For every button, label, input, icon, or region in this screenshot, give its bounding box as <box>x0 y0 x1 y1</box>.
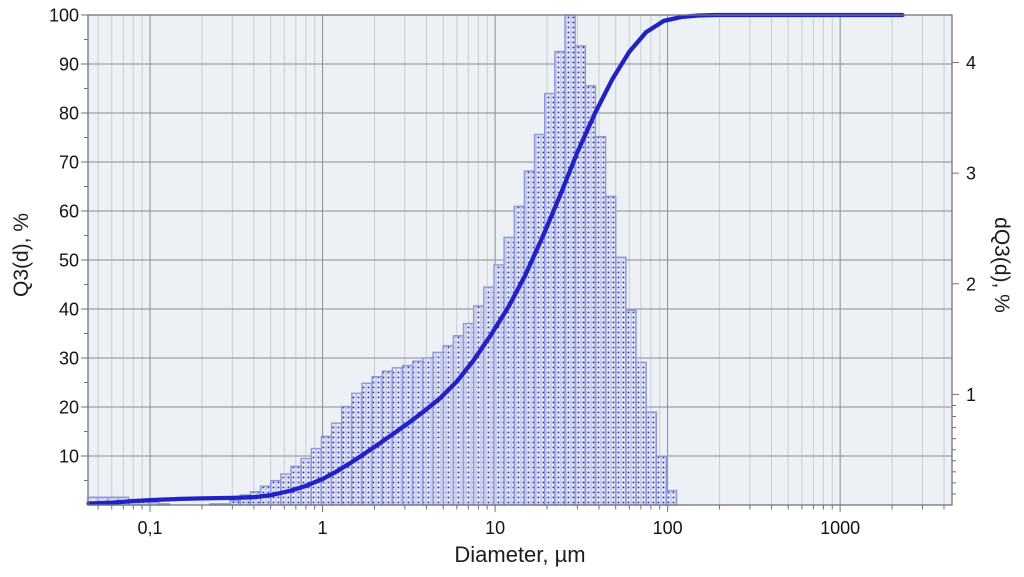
x-tick-label: 100 <box>653 518 683 538</box>
histogram-bar <box>310 447 323 506</box>
histogram-bar <box>635 361 647 506</box>
right-y-axis-title: dQ3(d), % <box>990 217 1013 313</box>
histogram-bar <box>513 205 526 506</box>
histogram-bar <box>432 351 444 506</box>
left-y-tick-label: 100 <box>49 6 79 26</box>
left-tick-labels: 10 20 30 40 50 60 70 80 90 100 <box>49 6 79 467</box>
histogram-bar <box>320 435 333 506</box>
histogram-bar <box>462 322 475 506</box>
right-axis-ticks <box>952 62 959 495</box>
histogram-bar <box>341 405 353 506</box>
left-y-tick-label: 70 <box>59 153 79 173</box>
histogram-bar <box>523 170 536 506</box>
histogram-bar <box>442 345 455 506</box>
histogram-bar <box>533 133 546 506</box>
right-y-tick-label: 1 <box>966 385 976 405</box>
histogram-bar <box>330 422 343 506</box>
right-y-tick-label: 2 <box>966 274 976 294</box>
histogram-bar <box>452 335 465 506</box>
left-y-tick-label: 90 <box>59 55 79 75</box>
histogram-bar <box>361 382 373 506</box>
x-tick-label: 0,1 <box>138 518 163 538</box>
x-tick-label: 1 <box>318 518 328 538</box>
left-y-tick-label: 30 <box>59 349 79 369</box>
histogram-bar <box>665 489 678 506</box>
left-y-axis-title: Q3(d), % <box>10 212 33 298</box>
x-tick-label: 10 <box>485 518 505 538</box>
left-y-tick-label: 50 <box>59 251 79 271</box>
histogram-bar <box>472 305 485 506</box>
histogram-bar <box>391 367 404 506</box>
histogram-bar <box>625 309 637 506</box>
x-tick-label: 1000 <box>820 518 860 538</box>
histogram-bar <box>554 50 566 506</box>
x-axis-ticks <box>97 505 945 512</box>
left-y-tick-label: 80 <box>59 104 79 124</box>
left-y-tick-label: 10 <box>59 447 79 467</box>
left-y-tick-label: 20 <box>59 398 79 418</box>
histogram-bar <box>401 364 414 506</box>
x-axis-title: Diameter, µm <box>454 542 586 567</box>
histogram-bar <box>422 357 434 506</box>
histogram-bar <box>574 45 586 506</box>
histogram-bar <box>564 14 576 506</box>
histogram-bar <box>503 236 515 506</box>
right-y-tick-label: 3 <box>966 164 976 184</box>
histogram-bar <box>615 256 627 506</box>
left-y-tick-label: 40 <box>59 300 79 320</box>
left-axis-ticks <box>81 14 88 481</box>
histogram-bar <box>229 499 241 506</box>
right-tick-labels: 1 2 3 4 <box>966 53 976 405</box>
left-y-tick-label: 60 <box>59 202 79 222</box>
histogram-bar <box>351 392 363 506</box>
histogram-bar <box>655 455 668 506</box>
histogram-bar <box>493 264 505 506</box>
right-y-tick-label: 4 <box>966 53 976 73</box>
histogram-bar <box>483 286 495 506</box>
histogram-bar <box>543 92 556 506</box>
histogram-bar <box>594 135 607 506</box>
histogram-bar <box>604 195 617 506</box>
histogram-bar <box>584 85 597 506</box>
histogram-bar <box>645 411 658 506</box>
histogram-bar <box>300 457 312 506</box>
x-tick-labels: 0,1 1 10 100 1000 <box>138 518 861 538</box>
histogram-bar <box>412 360 424 506</box>
